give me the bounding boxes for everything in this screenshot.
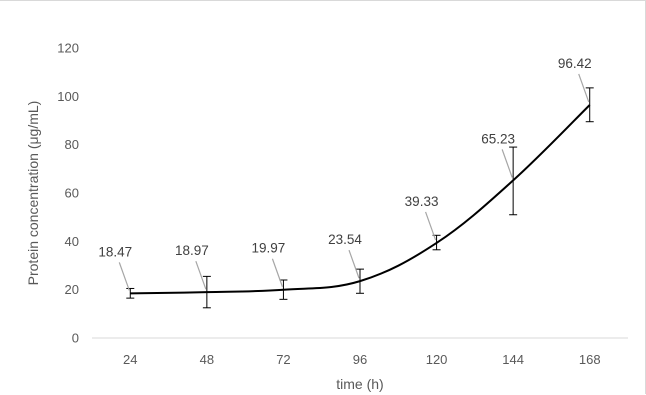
data-label-leader	[501, 149, 513, 178]
data-label-leader	[195, 260, 207, 290]
data-label: 65.23	[481, 131, 515, 146]
x-tick-labels: 24 48 72 96 120 144 168	[123, 352, 601, 367]
x-tick-label: 144	[502, 352, 524, 367]
x-tick-label: 96	[353, 352, 367, 367]
data-label-leader	[118, 262, 130, 291]
series-line	[130, 104, 591, 295]
y-axis-title: Protein concentration (μg/mL)	[25, 101, 41, 286]
data-labels: 18.47 18.97 19.97 23.54 39.33 65.23 96.42	[98, 56, 591, 259]
x-tick-label: 120	[426, 352, 448, 367]
data-label: 39.33	[405, 194, 439, 209]
y-tick-labels: 0 20 40 60 80 100 120	[57, 41, 79, 346]
data-label: 18.47	[98, 244, 132, 259]
data-label: 19.97	[252, 241, 286, 256]
y-tick-label: 100	[57, 89, 79, 104]
y-tick-label: 80	[65, 137, 79, 152]
data-label: 18.97	[175, 243, 209, 258]
leader-lines	[118, 73, 590, 291]
data-label: 96.42	[558, 56, 592, 71]
data-label: 23.54	[328, 232, 362, 247]
x-axis-title: time (h)	[336, 376, 383, 392]
x-tick-label: 168	[579, 352, 601, 367]
data-label-leader	[271, 258, 283, 287]
data-label-leader	[578, 73, 590, 103]
x-tick-label: 72	[276, 352, 290, 367]
data-label-leader	[425, 211, 437, 241]
x-tick-label: 24	[123, 352, 137, 367]
y-tick-label: 60	[65, 186, 79, 201]
y-tick-label: 40	[65, 234, 79, 249]
y-tick-label: 0	[72, 331, 79, 346]
data-label-leader	[348, 249, 360, 279]
x-tick-label: 48	[200, 352, 214, 367]
error-bars	[126, 87, 594, 309]
y-tick-label: 120	[57, 41, 79, 56]
y-tick-label: 20	[65, 282, 79, 297]
